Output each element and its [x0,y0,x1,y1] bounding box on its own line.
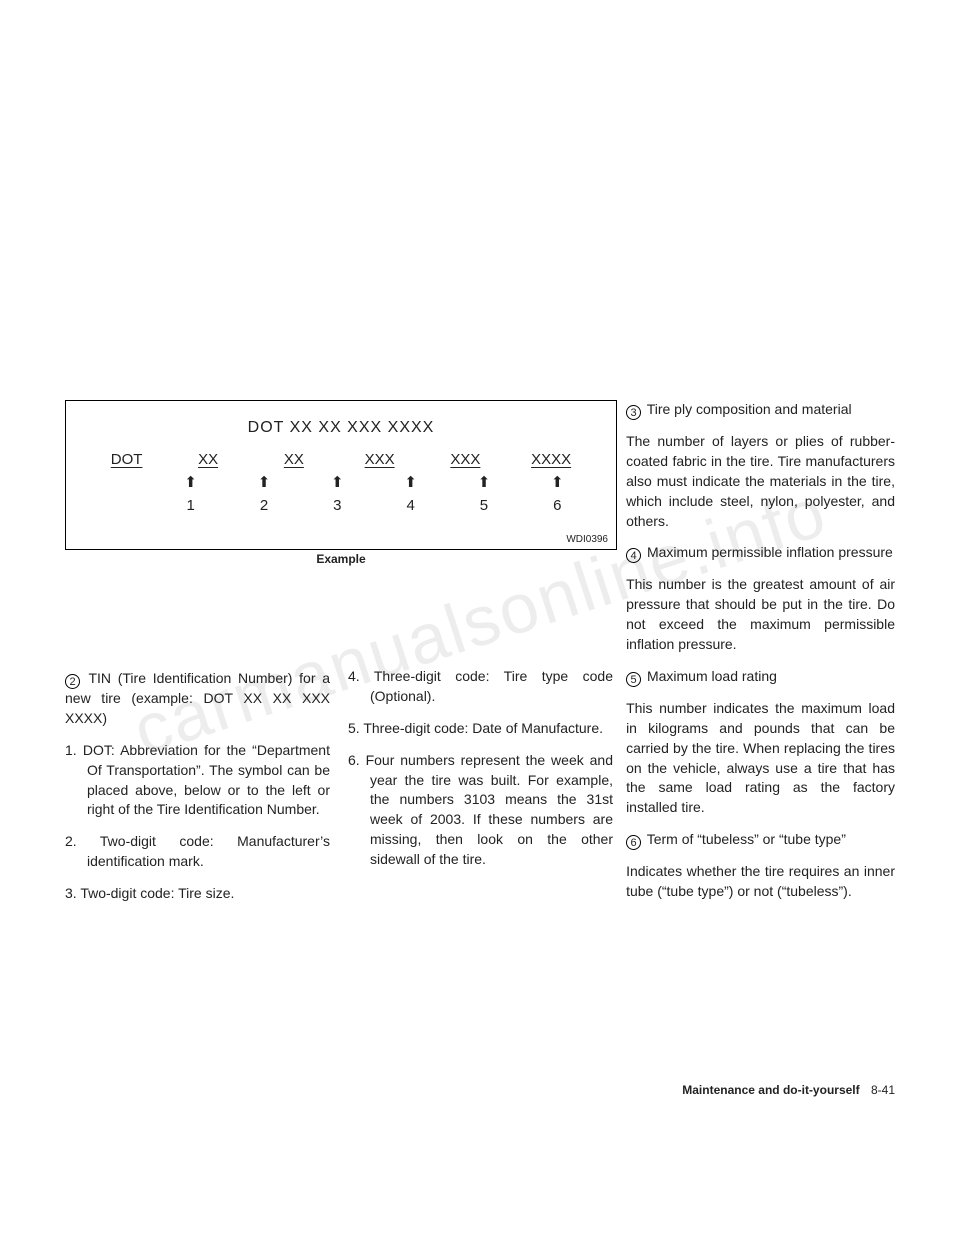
tin-diagram: DOT XX XX XXX XXXX DOT XX XX XXX XXX XXX… [65,400,617,566]
right-column: 3 Tire ply composition and material The n… [626,400,895,1122]
arrow-up-icon: ⬆ [258,475,271,490]
diagram-arrows-row: ⬆ ⬆ ⬆ ⬆ ⬆ ⬆ [84,474,598,491]
diagram-num-5: 5 [447,497,520,514]
left-list: 1. DOT: Abbreviation for the “Department… [65,741,330,904]
circled-number: 4 [626,548,641,563]
diagram-caption: Example [65,552,617,566]
list-item: 6. Four numbers represent the week and y… [348,751,613,870]
footer-page-number: 8-41 [871,1083,895,1097]
section-body: This number indicates the maximum load i… [626,699,895,818]
diagram-seg-1: XX [165,451,251,468]
list-item: 2. Two-digit code: Manufacturer’s identi… [65,832,330,872]
diagram-code: WDI0396 [84,534,608,545]
section-title-text: Term of “tubeless” or “tube type” [643,831,846,847]
section-title-text: Maximum load rating [643,668,777,684]
list-item: 1. DOT: Abbreviation for the “Department… [65,741,330,821]
arrow-up-icon: ⬆ [184,475,197,490]
section-heading: 6 Term of “tubeless” or “tube type” [626,830,895,850]
section-title-text: Tire ply composition and material [643,401,852,417]
section-body: Indicates whether the tire requires an i… [626,862,895,902]
section-heading: 3 Tire ply composition and material [626,400,895,420]
circled-number: 6 [626,835,641,850]
list-item: 3. Two-digit code: Tire size. [65,884,330,904]
arrow-up-icon: ⬆ [478,475,491,490]
footer-section-title: Maintenance and do-it-yourself [682,1083,859,1097]
diagram-seg-4: XXX [422,451,508,468]
diagram-seg-3: XXX [337,451,423,468]
list-item: 5. Three-digit code: Date of Manufacture… [348,719,613,739]
arrow-up-icon: ⬆ [404,475,417,490]
diagram-num-1: 1 [154,497,227,514]
circled-number: 3 [626,405,641,420]
arrow-up-icon: ⬆ [551,475,564,490]
section-heading: 5 Maximum load rating [626,667,895,687]
list-item: 4. Three-digit code: Tire type code (Opt… [348,667,613,707]
section-body: This number is the greatest amount of ai… [626,575,895,655]
diagram-num-4: 4 [374,497,447,514]
section-title-text: Maximum permissible inflation pressure [643,544,893,560]
diagram-seg-2: XX [251,451,337,468]
diagram-numbers-row: 1 2 3 4 5 6 [84,497,598,514]
diagram-num-3: 3 [301,497,374,514]
section-body: The number of layers or plies of rubber-… [626,432,895,531]
circled-number-2: 2 [65,674,80,689]
arrow-up-icon: ⬆ [331,475,344,490]
tin-lead-text: TIN (Tire Identification Number) for a n… [65,670,330,726]
diagram-num-6: 6 [521,497,594,514]
diagram-seg-0: DOT [88,451,165,468]
tin-lead-paragraph: 2 TIN (Tire Identification Number) for a… [65,669,330,729]
diagram-frame: DOT XX XX XXX XXXX DOT XX XX XXX XXX XXX… [65,400,617,550]
page-footer: Maintenance and do-it-yourself 8-41 [682,1083,895,1097]
circled-number: 5 [626,672,641,687]
mid-list: 4. Three-digit code: Tire type code (Opt… [348,667,613,870]
section-heading: 4 Maximum permissible inflation pressure [626,543,895,563]
diagram-header: DOT XX XX XXX XXXX [84,419,598,437]
diagram-seg-5: XXXX [508,451,594,468]
diagram-num-2: 2 [227,497,300,514]
diagram-segments-row: DOT XX XX XXX XXX XXXX [84,451,598,468]
